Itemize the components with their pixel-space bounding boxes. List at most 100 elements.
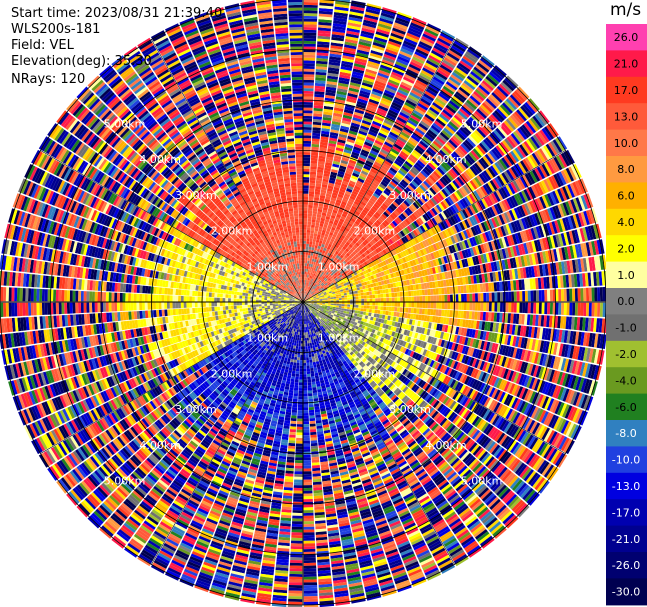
- velocity-gate: [307, 277, 310, 281]
- velocity-gate: [327, 70, 339, 75]
- velocity-gate: [317, 234, 321, 238]
- velocity-gate: [327, 188, 333, 192]
- velocity-gate: [384, 51, 397, 58]
- velocity-gate: [303, 165, 310, 169]
- velocity-gate: [333, 12, 348, 17]
- velocity-gate: [313, 273, 316, 277]
- velocity-gate: [309, 244, 312, 248]
- velocity-gate: [338, 305, 342, 308]
- velocity-gate: [309, 182, 316, 186]
- velocity-gate: [313, 259, 317, 263]
- velocity-gate: [377, 25, 391, 33]
- velocity-gate: [358, 203, 365, 209]
- velocity-gate: [324, 164, 332, 169]
- velocity-gate: [316, 177, 323, 182]
- velocity-gate: [356, 103, 366, 109]
- velocity-gate: [304, 288, 306, 291]
- velocity-gate: [400, 131, 410, 139]
- velocity-gate: [415, 79, 428, 88]
- velocity-gate: [357, 293, 361, 296]
- velocity-gate: [311, 152, 319, 156]
- velocity-gate: [314, 96, 324, 101]
- velocity-gate: [350, 122, 360, 128]
- velocity-gate: [324, 198, 331, 203]
- velocity-gate: [334, 181, 342, 186]
- velocity-gate: [409, 24, 424, 33]
- velocity-gate: [427, 308, 431, 315]
- velocity-gate: [307, 269, 310, 273]
- velocity-gate: [430, 309, 434, 316]
- velocity-gate: [500, 292, 503, 302]
- velocity-gate: [383, 306, 387, 311]
- velocity-gate: [416, 290, 420, 296]
- velocity-gate: [308, 272, 311, 276]
- velocity-gate: [549, 289, 553, 302]
- velocity-gate: [303, 138, 312, 142]
- velocity-gate: [563, 302, 567, 316]
- velocity-gate: [463, 302, 467, 311]
- velocity-gate: [400, 302, 403, 307]
- velocity-gate: [316, 269, 320, 273]
- velocity-gate: [591, 287, 595, 302]
- velocity-gate: [369, 298, 373, 302]
- velocity-gate: [354, 210, 361, 216]
- velocity-gate: [320, 217, 326, 222]
- velocity-gate: [475, 302, 478, 311]
- velocity-gate: [318, 158, 326, 162]
- velocity-gate: [306, 232, 311, 236]
- velocity-gate: [544, 302, 548, 315]
- velocity-gate: [320, 133, 330, 138]
- velocity-gate: [436, 40, 450, 50]
- velocity-gate: [333, 20, 347, 25]
- velocity-gate: [310, 275, 313, 279]
- velocity-gate: [325, 230, 330, 235]
- velocity-gate: [432, 288, 437, 295]
- velocity-gate: [314, 256, 318, 260]
- velocity-gate: [443, 309, 448, 317]
- velocity-gate: [403, 104, 414, 112]
- velocity-gate: [343, 308, 347, 312]
- velocity-gate: [307, 221, 312, 225]
- velocity-gate: [311, 281, 313, 285]
- velocity-gate: [402, 129, 412, 137]
- velocity-gate: [320, 136, 329, 141]
- velocity-gate: [330, 303, 334, 306]
- velocity-gate: [303, 240, 306, 244]
- velocity-gate: [594, 287, 598, 302]
- velocity-gate: [305, 274, 308, 278]
- velocity-gate: [367, 60, 380, 67]
- velocity-gate: [303, 140, 311, 144]
- velocity-gate: [323, 260, 327, 264]
- velocity-gate: [360, 308, 364, 312]
- velocity-gate: [306, 268, 309, 272]
- velocity-gate: [450, 294, 453, 302]
- velocity-gate: [320, 139, 329, 143]
- velocity-gate: [316, 52, 329, 57]
- velocity-gate: [382, 7, 397, 14]
- velocity-gate: [335, 294, 339, 297]
- velocity-gate: [414, 51, 428, 60]
- velocity-gate: [350, 5, 365, 12]
- velocity-gate: [309, 284, 312, 288]
- velocity-gate: [303, 296, 305, 300]
- velocity-gate: [354, 313, 358, 317]
- velocity-gate: [324, 167, 331, 172]
- velocity-gate: [372, 120, 382, 127]
- velocity-gate: [327, 225, 332, 230]
- velocity-gate: [329, 220, 334, 225]
- velocity-gate: [323, 224, 328, 228]
- velocity-gate: [409, 61, 423, 70]
- velocity-gate: [384, 141, 393, 148]
- velocity-gate: [379, 67, 391, 74]
- velocity-gate: [341, 308, 345, 311]
- velocity-gate: [311, 216, 317, 220]
- velocity-gate: [392, 27, 406, 35]
- velocity-gate: [316, 217, 321, 221]
- velocity-gate: [427, 295, 431, 302]
- velocity-gate: [325, 303, 328, 305]
- velocity-gate: [303, 15, 318, 19]
- velocity-gate: [322, 299, 326, 301]
- velocity-gate: [368, 98, 380, 105]
- velocity-gate: [303, 282, 305, 286]
- velocity-gate: [336, 298, 340, 301]
